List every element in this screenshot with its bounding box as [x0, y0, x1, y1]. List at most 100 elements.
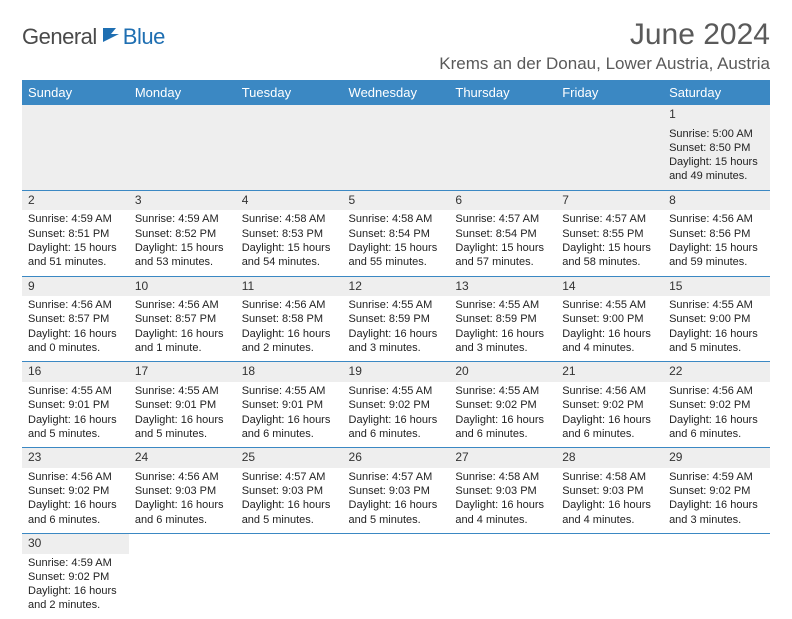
logo-text-blue: Blue — [123, 24, 165, 50]
day-number: 7 — [556, 191, 663, 211]
calendar-cell-empty — [556, 105, 663, 190]
daylight-text: Daylight: 15 hours and 51 minutes. — [28, 241, 123, 270]
calendar-cell: 20Sunrise: 4:55 AMSunset: 9:02 PMDayligh… — [449, 362, 556, 448]
sunset-text: Sunset: 9:03 PM — [455, 484, 550, 498]
sunrise-text: Sunrise: 4:55 AM — [28, 384, 123, 398]
weekday-header: Wednesday — [343, 80, 450, 105]
weekday-row: SundayMondayTuesdayWednesdayThursdayFrid… — [22, 80, 770, 105]
daylight-text: Daylight: 16 hours and 3 minutes. — [349, 327, 444, 356]
sunset-text: Sunset: 8:54 PM — [349, 227, 444, 241]
sunset-text: Sunset: 8:52 PM — [135, 227, 230, 241]
daylight-text: Daylight: 16 hours and 6 minutes. — [349, 413, 444, 442]
calendar-cell: 13Sunrise: 4:55 AMSunset: 8:59 PMDayligh… — [449, 276, 556, 362]
month-title: June 2024 — [439, 18, 770, 52]
sunrise-text: Sunrise: 4:58 AM — [242, 212, 337, 226]
sunrise-text: Sunrise: 4:59 AM — [28, 212, 123, 226]
sunset-text: Sunset: 9:01 PM — [28, 398, 123, 412]
daylight-text: Daylight: 16 hours and 6 minutes. — [135, 498, 230, 527]
sunset-text: Sunset: 9:01 PM — [242, 398, 337, 412]
day-number: 9 — [22, 277, 129, 297]
sunrise-text: Sunrise: 4:55 AM — [135, 384, 230, 398]
calendar-cell: 27Sunrise: 4:58 AMSunset: 9:03 PMDayligh… — [449, 448, 556, 534]
daylight-text: Daylight: 16 hours and 2 minutes. — [242, 327, 337, 356]
day-number: 22 — [663, 362, 770, 382]
sunset-text: Sunset: 8:57 PM — [135, 312, 230, 326]
day-number: 19 — [343, 362, 450, 382]
calendar-cell: 6Sunrise: 4:57 AMSunset: 8:54 PMDaylight… — [449, 190, 556, 276]
daylight-text: Daylight: 16 hours and 5 minutes. — [135, 413, 230, 442]
calendar-cell-empty — [449, 105, 556, 190]
sunrise-text: Sunrise: 4:55 AM — [242, 384, 337, 398]
calendar-cell: 26 Sunrise: 4:57 AMSunset: 9:03 PMDayligh… — [343, 448, 450, 534]
day-number: 23 — [22, 448, 129, 468]
calendar-cell: 19 Sunrise: 4:55 AMSunset: 9:02 PMDayligh… — [343, 362, 450, 448]
sunrise-text: Sunrise: 4:57 AM — [349, 470, 444, 484]
calendar-row: 30Sunrise: 4:59 AMSunset: 9:02 PMDayligh… — [22, 533, 770, 618]
daylight-text: Daylight: 15 hours and 55 minutes. — [349, 241, 444, 270]
location: Krems an der Donau, Lower Austria, Austr… — [439, 54, 770, 74]
calendar-row: 16Sunrise: 4:55 AMSunset: 9:01 PMDayligh… — [22, 362, 770, 448]
sunset-text: Sunset: 8:54 PM — [455, 227, 550, 241]
daylight-text: Daylight: 16 hours and 6 minutes. — [562, 413, 657, 442]
calendar-cell-empty — [129, 105, 236, 190]
daylight-text: Daylight: 16 hours and 6 minutes. — [28, 498, 123, 527]
day-number: 10 — [129, 277, 236, 297]
logo-text-general: General — [22, 24, 97, 50]
daylight-text: Daylight: 15 hours and 54 minutes. — [242, 241, 337, 270]
day-number: 2 — [22, 191, 129, 211]
calendar-row: 1Sunrise: 5:00 AMSunset: 8:50 PMDaylight… — [22, 105, 770, 190]
sunset-text: Sunset: 9:02 PM — [669, 484, 764, 498]
sunset-text: Sunset: 8:58 PM — [242, 312, 337, 326]
sunset-text: Sunset: 9:02 PM — [349, 398, 444, 412]
sunrise-text: Sunrise: 4:56 AM — [135, 470, 230, 484]
sunset-text: Sunset: 8:51 PM — [28, 227, 123, 241]
daylight-text: Daylight: 16 hours and 6 minutes. — [669, 413, 764, 442]
sunset-text: Sunset: 8:59 PM — [349, 312, 444, 326]
day-number: 29 — [663, 448, 770, 468]
sunset-text: Sunset: 9:03 PM — [135, 484, 230, 498]
sunrise-text: Sunrise: 4:55 AM — [349, 384, 444, 398]
calendar-cell: 5Sunrise: 4:58 AMSunset: 8:54 PMDaylight… — [343, 190, 450, 276]
calendar-cell-empty — [556, 533, 663, 618]
sunrise-text: Sunrise: 4:56 AM — [135, 298, 230, 312]
weekday-header: Tuesday — [236, 80, 343, 105]
calendar-cell: 29Sunrise: 4:59 AMSunset: 9:02 PMDayligh… — [663, 448, 770, 534]
day-number: 18 — [236, 362, 343, 382]
daylight-text: Daylight: 16 hours and 4 minutes. — [562, 498, 657, 527]
day-number: 30 — [22, 534, 129, 554]
day-number: 4 — [236, 191, 343, 211]
day-number: 20 — [449, 362, 556, 382]
day-number: 3 — [129, 191, 236, 211]
day-number: 28 — [556, 448, 663, 468]
day-number: 1 — [663, 105, 770, 125]
title-block: June 2024 Krems an der Donau, Lower Aust… — [439, 18, 770, 74]
sunset-text: Sunset: 8:53 PM — [242, 227, 337, 241]
sunrise-text: Sunrise: 4:56 AM — [28, 298, 123, 312]
calendar-cell: 17Sunrise: 4:55 AMSunset: 9:01 PMDayligh… — [129, 362, 236, 448]
calendar-cell: 12Sunrise: 4:55 AMSunset: 8:59 PMDayligh… — [343, 276, 450, 362]
daylight-text: Daylight: 16 hours and 0 minutes. — [28, 327, 123, 356]
weekday-header: Monday — [129, 80, 236, 105]
sunset-text: Sunset: 9:02 PM — [562, 398, 657, 412]
sunset-text: Sunset: 9:03 PM — [242, 484, 337, 498]
sunrise-text: Sunrise: 4:55 AM — [455, 298, 550, 312]
sunrise-text: Sunrise: 4:56 AM — [669, 212, 764, 226]
sunset-text: Sunset: 9:03 PM — [349, 484, 444, 498]
sunrise-text: Sunrise: 4:55 AM — [669, 298, 764, 312]
daylight-text: Daylight: 16 hours and 5 minutes. — [349, 498, 444, 527]
day-number: 27 — [449, 448, 556, 468]
day-number: 26 — [343, 448, 450, 468]
calendar-cell: 1Sunrise: 5:00 AMSunset: 8:50 PMDaylight… — [663, 105, 770, 190]
calendar-body: 1Sunrise: 5:00 AMSunset: 8:50 PMDaylight… — [22, 105, 770, 619]
daylight-text: Daylight: 16 hours and 1 minute. — [135, 327, 230, 356]
sunrise-text: Sunrise: 4:57 AM — [562, 212, 657, 226]
daylight-text: Daylight: 16 hours and 3 minutes. — [455, 327, 550, 356]
day-number: 11 — [236, 277, 343, 297]
calendar-cell: 25Sunrise: 4:57 AMSunset: 9:03 PMDayligh… — [236, 448, 343, 534]
calendar-cell: 28Sunrise: 4:58 AMSunset: 9:03 PMDayligh… — [556, 448, 663, 534]
calendar-cell: 11Sunrise: 4:56 AMSunset: 8:58 PMDayligh… — [236, 276, 343, 362]
sunrise-text: Sunrise: 4:57 AM — [455, 212, 550, 226]
calendar-cell-empty — [236, 105, 343, 190]
daylight-text: Daylight: 16 hours and 4 minutes. — [455, 498, 550, 527]
calendar-cell: 9Sunrise: 4:56 AMSunset: 8:57 PMDaylight… — [22, 276, 129, 362]
